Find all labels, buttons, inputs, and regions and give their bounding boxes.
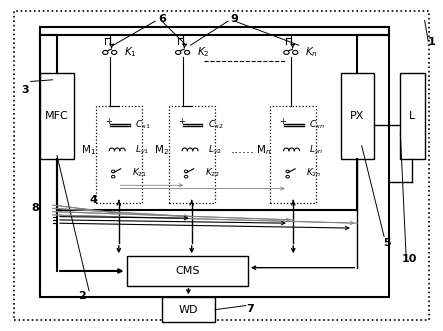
Bar xyxy=(270,106,316,204)
Bar xyxy=(40,27,389,297)
Text: 8: 8 xyxy=(31,203,39,213)
Text: $L_{y2}$: $L_{y2}$ xyxy=(208,144,222,157)
Text: MFC: MFC xyxy=(45,111,69,121)
Text: +: + xyxy=(280,117,286,126)
Text: $K_{22}$: $K_{22}$ xyxy=(205,166,220,179)
Text: 10: 10 xyxy=(401,255,417,264)
Bar xyxy=(96,106,142,204)
Text: M$_1$: M$_1$ xyxy=(82,143,97,157)
Text: 5: 5 xyxy=(383,238,391,248)
Text: 9: 9 xyxy=(231,14,239,24)
Text: $K_n$: $K_n$ xyxy=(305,46,319,59)
Text: $K_{2n}$: $K_{2n}$ xyxy=(306,166,322,179)
Text: 6: 6 xyxy=(158,14,166,24)
Text: 2: 2 xyxy=(78,291,86,301)
Text: 1: 1 xyxy=(427,37,435,47)
Text: $L_{y1}$: $L_{y1}$ xyxy=(135,144,149,157)
Bar xyxy=(127,256,248,286)
Text: M$_n$: M$_n$ xyxy=(256,143,271,157)
Bar xyxy=(162,297,215,322)
Text: 3: 3 xyxy=(21,85,29,95)
Text: ......: ...... xyxy=(230,143,254,157)
Text: $K_2$: $K_2$ xyxy=(197,46,210,59)
Text: 7: 7 xyxy=(246,304,254,314)
Text: $K_{21}$: $K_{21}$ xyxy=(132,166,147,179)
Text: WD: WD xyxy=(179,305,198,315)
Text: L: L xyxy=(409,111,416,121)
Bar xyxy=(168,106,215,204)
Text: M$_2$: M$_2$ xyxy=(155,143,169,157)
Text: $C_{x2}$: $C_{x2}$ xyxy=(208,119,223,131)
Text: $C_{xn}$: $C_{xn}$ xyxy=(309,119,325,131)
Text: +: + xyxy=(105,117,112,126)
Bar xyxy=(40,73,74,159)
Bar xyxy=(341,73,374,159)
Text: $L_{yn}$: $L_{yn}$ xyxy=(309,144,324,157)
Text: PX: PX xyxy=(350,111,365,121)
Text: $K_1$: $K_1$ xyxy=(124,46,137,59)
Bar xyxy=(400,73,425,159)
Text: $C_{x1}$: $C_{x1}$ xyxy=(135,119,150,131)
Text: 4: 4 xyxy=(89,195,97,205)
Text: CMS: CMS xyxy=(175,266,199,276)
Text: +: + xyxy=(178,117,185,126)
